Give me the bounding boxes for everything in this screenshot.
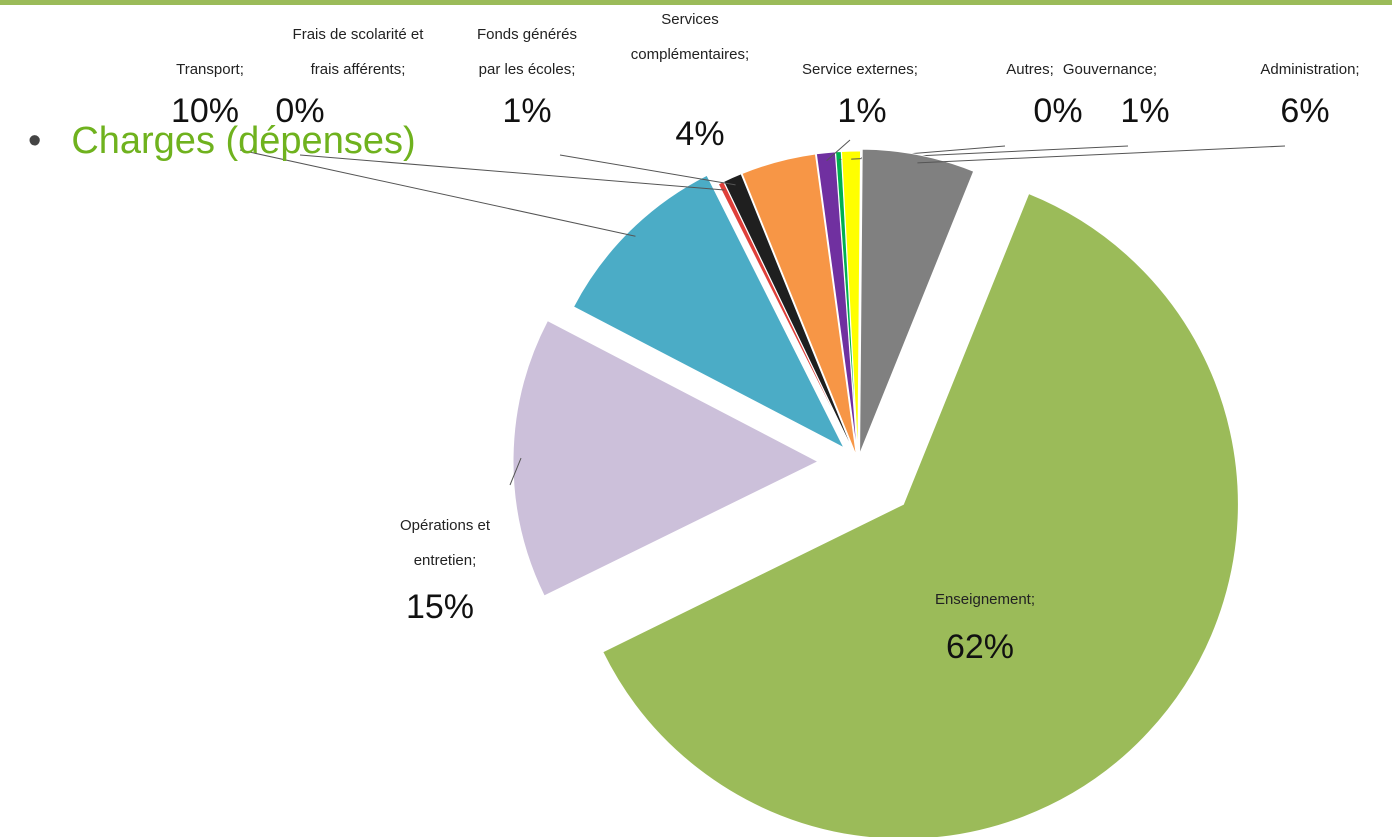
leader-line: [917, 145, 1286, 164]
top-bar: [0, 0, 1392, 5]
leader-line: [239, 149, 636, 237]
pie-slice: [602, 192, 1239, 837]
value-label: 15%: [405, 588, 475, 626]
slice-label: Service externes;: [802, 61, 918, 78]
pie-slice: [572, 174, 846, 449]
value-label: 62%: [945, 628, 1015, 666]
value-label: 0%: [1033, 92, 1083, 130]
pie-slice: [741, 153, 857, 457]
slice-label: Frais de scolarité et frais afférents;: [292, 26, 424, 78]
leader-line: [559, 154, 736, 186]
slice-label: Administration;: [1260, 61, 1360, 78]
pie-slice: [840, 150, 862, 457]
leader-line: [826, 139, 851, 162]
value-label: 1%: [837, 92, 887, 130]
slice-label: Transport;: [176, 61, 244, 78]
value-label: 1%: [1120, 92, 1170, 130]
pie-slice: [859, 148, 975, 455]
value-label: 6%: [1280, 92, 1330, 130]
leader-line: [509, 457, 522, 486]
slice-label: Autres;: [1006, 61, 1054, 78]
value-label: 1%: [502, 92, 552, 130]
pie-slice: [512, 319, 820, 597]
slice-label: Enseignement;: [934, 591, 1036, 608]
slice-label: Services complémentaires;: [630, 11, 750, 63]
slice-label: Opérations et entretien;: [399, 517, 491, 569]
pie-slice: [723, 173, 857, 457]
slice-label: Fonds générés par les écoles;: [476, 26, 578, 78]
pie-slice: [815, 151, 858, 457]
slice-label: Gouvernance;: [1062, 61, 1158, 78]
value-label: 4%: [675, 115, 725, 153]
chart-title: Charges (dépenses): [28, 120, 415, 163]
